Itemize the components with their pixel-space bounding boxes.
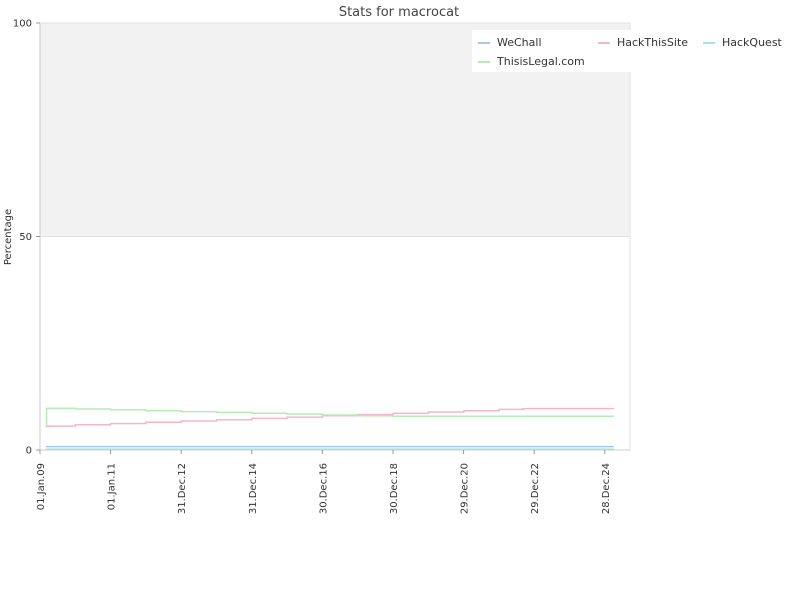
- series-line-hackthissite: [45, 407, 614, 428]
- x-tick-label-1: 01.Jan.11: [107, 463, 118, 510]
- y-axis-ticks: 0 50 100: [13, 19, 40, 457]
- y-tick-label-50: 50: [19, 232, 32, 243]
- x-tick-label-5: 30.Dec.18: [389, 463, 400, 514]
- x-tick-label-4: 30.Dec.16: [318, 463, 329, 514]
- chart-title: Stats for macrocat: [339, 5, 459, 20]
- series-line-thisislegal-com: [45, 407, 614, 426]
- y-tick-label-0: 0: [26, 446, 32, 457]
- legend: WeChall HackThisSite HackQuest ThisisLegal.…: [472, 30, 800, 72]
- x-tick-label-0: 01.Jan.09: [36, 463, 47, 510]
- y-tick-label-100: 100: [13, 19, 32, 30]
- x-tick-label-3: 31.Dec.14: [248, 463, 259, 514]
- legend-label-hackthissite: HackThisSite: [617, 36, 688, 49]
- x-tick-label-6: 29.Dec.20: [460, 463, 471, 514]
- x-tick-label-2: 31.Dec.12: [177, 463, 188, 514]
- x-axis-ticks: 01.Jan.09 01.Jan.11 31.Dec.12 31.Dec.14 30.D…: [36, 450, 612, 514]
- y-axis-label: Percentage: [3, 209, 14, 265]
- legend-label-thisislegal-com: ThisisLegal.com: [496, 55, 585, 68]
- x-tick-label-8: 28.Dec.24: [601, 463, 612, 514]
- legend-label-wechall: WeChall: [497, 36, 542, 49]
- legend-label-hackquest: HackQuest: [722, 36, 783, 49]
- x-tick-label-7: 29.Dec.22: [530, 463, 541, 514]
- series-layer: [45, 407, 614, 450]
- legend-box: [472, 30, 800, 72]
